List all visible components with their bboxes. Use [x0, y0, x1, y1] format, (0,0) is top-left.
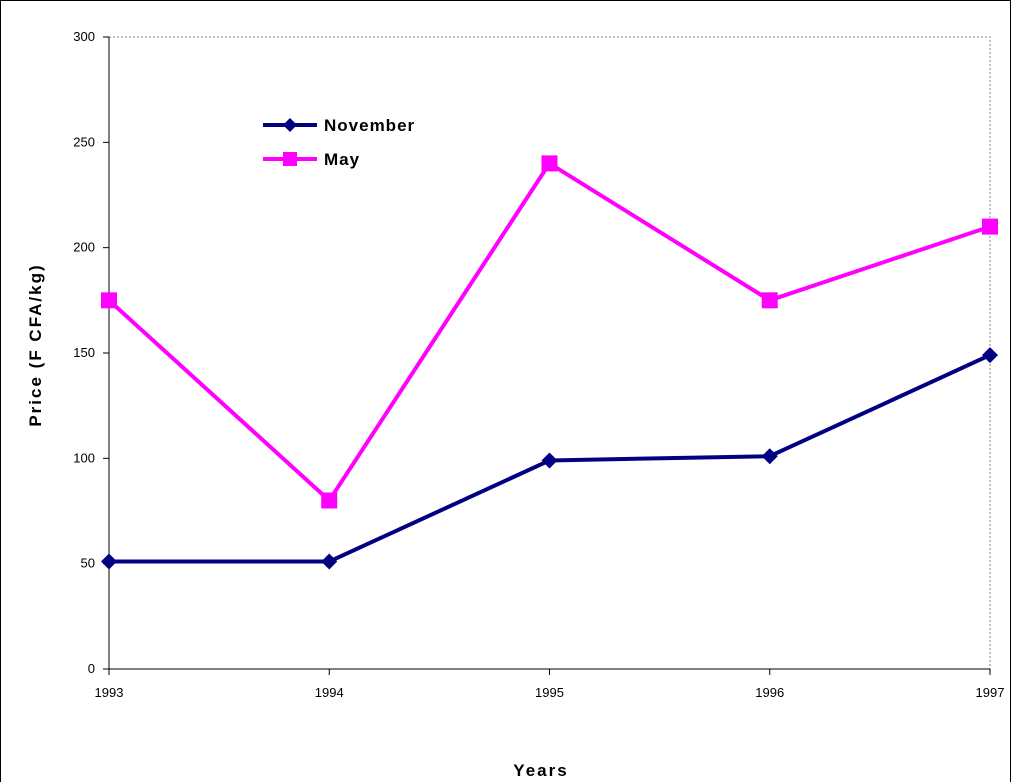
legend-marker-november [283, 118, 297, 132]
x-tick-label: 1994 [315, 685, 344, 700]
y-tick-label: 50 [81, 556, 95, 571]
y-axis-title: Price (F CFA/kg) [26, 263, 45, 426]
x-tick-label: 1993 [95, 685, 124, 700]
data-point-november-1995 [541, 452, 558, 469]
x-tick-label: 1996 [755, 685, 784, 700]
data-point-may-1997 [982, 218, 998, 235]
data-point-may-1993 [101, 292, 117, 309]
legend-label-november: November [324, 116, 415, 135]
y-tick-label: 100 [73, 450, 95, 465]
legend: November May [263, 116, 415, 169]
y-tick-labels: 0 50 100 150 200 250 300 [73, 29, 95, 676]
x-tick-label: 1997 [976, 685, 1005, 700]
y-tick-label: 300 [73, 29, 95, 44]
data-point-may-1996 [761, 292, 778, 309]
data-point-may-1995 [541, 155, 558, 172]
legend-label-may: May [324, 150, 360, 169]
legend-marker-may [283, 152, 297, 166]
plot-area [108, 36, 991, 670]
y-tick-label: 200 [73, 240, 95, 255]
data-point-november-1994 [321, 553, 338, 570]
data-point-may-1994 [321, 492, 338, 509]
y-tick-label: 0 [88, 661, 95, 676]
series-markers [101, 155, 998, 570]
legend-item-november: November [263, 116, 415, 135]
x-axis-title: Years [513, 761, 568, 780]
x-tick-labels: 1993 1994 1995 1996 1997 [95, 685, 1005, 700]
data-point-november-1997 [982, 347, 998, 364]
data-point-november-1996 [761, 448, 778, 465]
x-tick-label: 1995 [535, 685, 564, 700]
legend-item-may: May [263, 150, 360, 169]
y-tick-label: 250 [73, 134, 95, 149]
data-point-november-1993 [101, 553, 117, 570]
y-tick-label: 150 [73, 345, 95, 360]
